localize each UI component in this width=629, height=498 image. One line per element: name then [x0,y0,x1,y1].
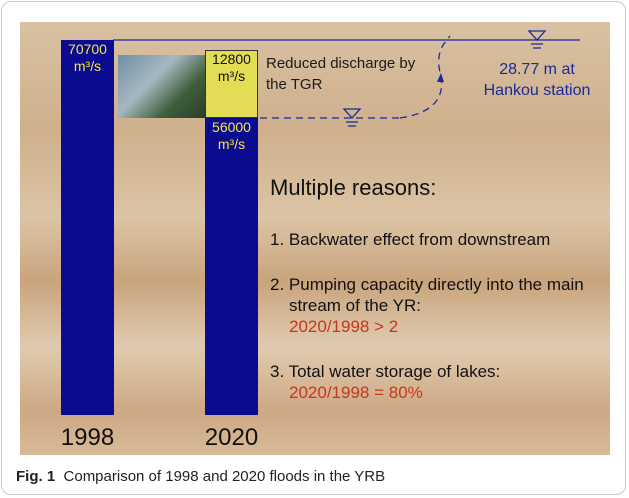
panel-item: 3. Total water storage of lakes:2020/199… [270,361,600,403]
value-label: 56000 m³/s [201,119,262,153]
x-tick-label: 1998 [41,424,134,452]
annotation: 28.77 m at Hankou station [482,59,592,101]
panel-heading: Multiple reasons: [270,175,436,201]
figure-image: 70700 m³/s 1998 56000 m³/s 12800 m³/s 2020 R… [20,22,610,455]
item-note: 2020/1998 > 2 [270,316,600,337]
item-note: 2020/1998 = 80% [270,382,600,403]
annotation: Reduced discharge by the TGR [266,53,436,95]
panel-item: 1. Backwater effect from downstream [270,229,600,250]
x-tick-label: 2020 [185,424,278,452]
item-text: 1. Backwater effect from downstream [270,229,600,250]
value-label: 12800 m³/s [201,51,262,85]
caption-label: Fig. 1 [16,468,55,485]
panel-list: 1. Backwater effect from downstream 2. Pu… [270,229,600,427]
item-text: 3. Total water storage of lakes: [270,361,600,382]
value-label: 70700 m³/s [57,41,118,75]
panel-item: 2. Pumping capacity directly into the ma… [270,274,600,337]
item-text: 2. Pumping capacity directly into the ma… [270,274,600,316]
caption-text: Comparison of 1998 and 2020 floods in th… [64,468,386,485]
caption: Fig. 1 Comparison of 1998 and 2020 flood… [16,468,385,485]
bar [205,118,258,415]
bar [61,40,114,415]
